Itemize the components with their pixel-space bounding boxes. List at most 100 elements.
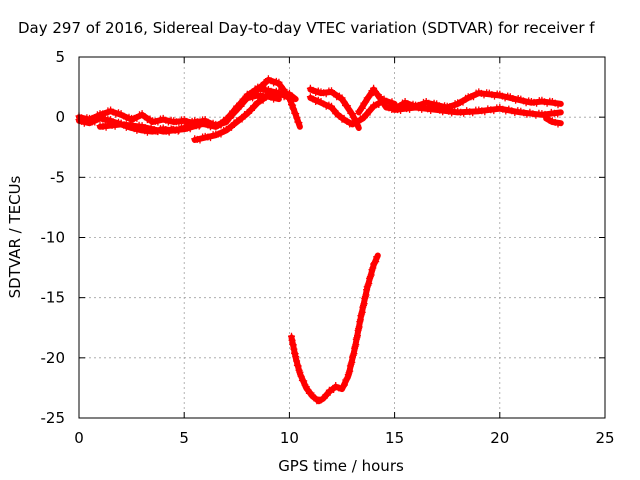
data-point — [237, 101, 245, 109]
data-point — [484, 105, 492, 113]
data-point — [168, 125, 176, 133]
data-point — [542, 113, 550, 121]
data-point — [367, 271, 375, 279]
data-point — [377, 96, 385, 104]
data-point — [459, 98, 467, 106]
y-tick-label: -15 — [41, 289, 66, 307]
data-point — [365, 93, 373, 101]
data-point — [554, 110, 562, 118]
data-point — [198, 119, 206, 127]
data-series — [75, 75, 564, 405]
data-point — [162, 127, 170, 135]
data-point — [292, 110, 300, 118]
markers-satellite-c — [96, 90, 280, 136]
data-point — [159, 126, 167, 134]
x-tick-label: 10 — [280, 429, 299, 447]
data-point — [358, 104, 366, 112]
data-point — [96, 122, 104, 130]
y-tick-label: -5 — [50, 168, 65, 186]
data-point — [349, 110, 356, 118]
data-point — [372, 258, 380, 266]
x-tick-label: 20 — [490, 429, 509, 447]
data-point — [376, 93, 384, 101]
data-point — [342, 376, 350, 384]
data-point — [302, 383, 310, 391]
data-point — [403, 105, 411, 113]
data-point — [373, 253, 381, 261]
data-point — [475, 106, 483, 114]
data-point — [120, 121, 128, 129]
data-point — [529, 110, 537, 118]
data-point — [195, 122, 203, 130]
data-point — [371, 259, 379, 267]
data-point — [424, 105, 432, 113]
data-point — [517, 107, 525, 115]
data-point — [293, 361, 301, 369]
data-point — [277, 82, 285, 90]
data-point — [117, 119, 125, 127]
data-point — [293, 114, 301, 122]
y-axis-label: SDTVAR / TECUs — [6, 175, 24, 298]
data-point — [363, 283, 371, 291]
tick-labels: 0 5 10 15 20 25 -25 -20 -15 -10 -5 0 5 — [41, 48, 615, 447]
data-point — [290, 95, 298, 103]
y-tick-label: 0 — [55, 108, 65, 126]
data-point — [343, 102, 351, 110]
x-tick-label: 25 — [595, 429, 614, 447]
data-point — [369, 264, 377, 272]
data-point — [366, 92, 374, 99]
data-point — [362, 98, 370, 106]
data-point — [391, 105, 399, 113]
data-point — [328, 102, 335, 110]
data-point — [350, 113, 358, 121]
data-point — [348, 358, 356, 366]
data-point — [259, 96, 267, 104]
data-point — [294, 362, 302, 370]
grid-lines — [79, 57, 605, 418]
data-point — [350, 350, 358, 358]
data-point — [108, 121, 116, 129]
data-point — [238, 115, 246, 123]
data-point — [368, 105, 375, 113]
markers-satellite-d — [191, 88, 298, 144]
data-point — [394, 106, 402, 114]
data-point — [304, 386, 312, 394]
markers-satellite-i — [542, 113, 562, 128]
data-point — [293, 357, 301, 365]
data-point — [554, 120, 562, 128]
data-point — [538, 110, 546, 118]
data-point — [433, 105, 441, 113]
data-point — [551, 109, 558, 117]
x-tick-label: 15 — [385, 429, 404, 447]
data-point — [400, 104, 408, 112]
data-point — [442, 106, 450, 114]
data-point — [99, 122, 107, 130]
data-point — [415, 104, 423, 112]
x-axis-label: GPS time / hours — [278, 457, 404, 475]
data-point — [227, 112, 234, 120]
data-point — [463, 107, 471, 115]
x-tick-label: 0 — [74, 429, 84, 447]
y-tick-label: -25 — [41, 409, 66, 427]
data-point — [186, 125, 194, 133]
data-point — [436, 106, 444, 114]
data-point — [171, 126, 179, 134]
data-point — [300, 377, 308, 385]
data-point — [156, 126, 164, 134]
y-tick-label: -20 — [41, 349, 66, 367]
data-point — [323, 391, 331, 399]
data-point — [412, 102, 420, 110]
data-point — [526, 108, 534, 116]
data-point — [466, 108, 474, 116]
data-point — [129, 122, 137, 130]
markers-satellite-g — [355, 84, 562, 115]
data-point — [228, 123, 235, 131]
data-point — [297, 372, 305, 380]
data-point — [354, 119, 362, 127]
data-point — [91, 118, 99, 126]
data-point — [554, 101, 562, 109]
data-point — [295, 119, 303, 127]
data-point — [346, 367, 354, 375]
data-point — [445, 107, 453, 115]
markers-satellite-j — [288, 253, 381, 405]
